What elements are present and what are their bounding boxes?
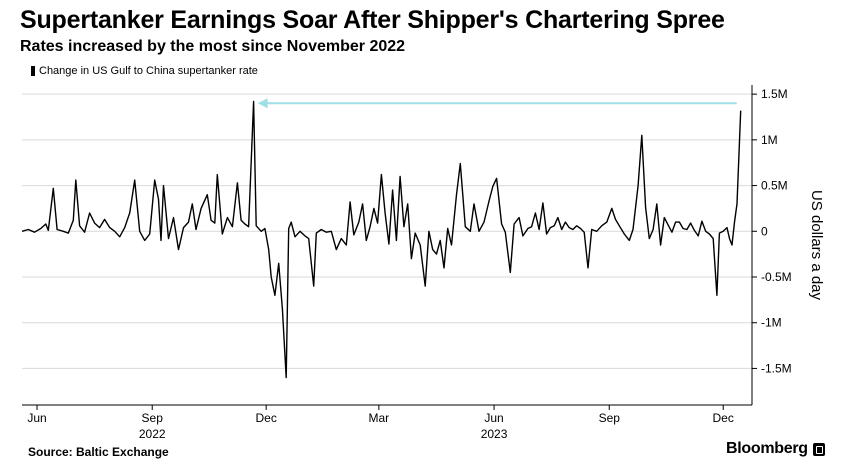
brand-logo: Bloomberg [726, 440, 825, 458]
chart-title: Supertanker Earnings Soar After Shipper'… [20, 6, 725, 34]
annotation-arrow-head [257, 98, 268, 109]
legend-swatch [31, 66, 35, 76]
legend-label: Change in US Gulf to China supertanker r… [39, 65, 258, 77]
y-axis-label: US dollars a day [808, 190, 825, 301]
series-line [21, 100, 742, 379]
brand-name: Bloomberg [726, 440, 808, 457]
y-tick-label: 1.5M [761, 87, 788, 101]
y-tick-label: 0 [761, 224, 768, 238]
chart-subtitle: Rates increased by the most since Novemb… [20, 38, 406, 55]
x-tick-label: Sep [599, 411, 621, 425]
y-tick-label: 1M [761, 133, 778, 147]
x-tick-label: Mar [369, 411, 390, 425]
x-tick-label: Jun [484, 411, 503, 425]
x-year-label: 2023 [481, 427, 508, 441]
source-note: Source: Baltic Exchange [28, 445, 169, 459]
x-tick-label: Dec [255, 411, 276, 425]
x-tick-label: Dec [713, 411, 734, 425]
x-tick-label: Jun [27, 411, 46, 425]
y-tick-label: -1M [761, 316, 782, 330]
x-year-label: 2022 [139, 427, 166, 441]
legend: Change in US Gulf to China supertanker r… [31, 65, 258, 77]
y-tick-label: -0.5M [761, 270, 792, 284]
bloomberg-terminal-icon [812, 442, 825, 456]
y-tick-label: -1.5M [761, 361, 792, 375]
x-tick-label: Sep [142, 411, 164, 425]
y-tick-label: 0.5M [761, 179, 788, 193]
